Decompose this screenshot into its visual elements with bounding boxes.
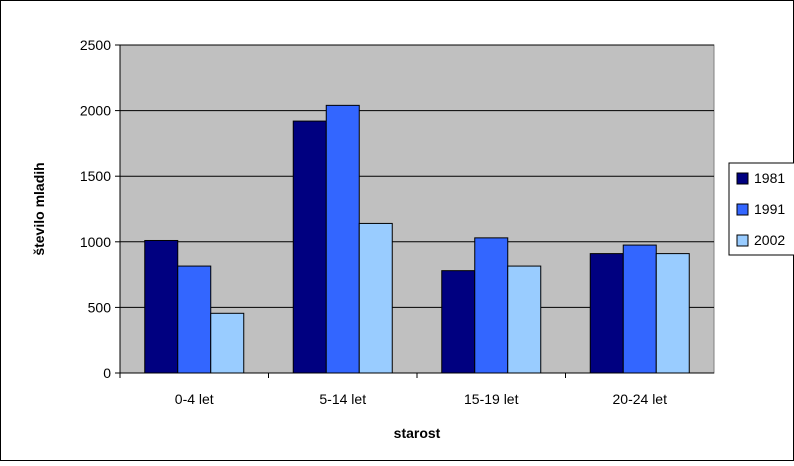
x-ticks: 0-4 let 5-14 let 15-19 let 20-24 let [119, 373, 668, 407]
x-axis-label: starost [394, 425, 441, 441]
bars [144, 104, 690, 374]
bar [325, 104, 360, 374]
bar [589, 253, 624, 374]
bar [144, 239, 179, 374]
legend-label: 2002 [754, 232, 785, 248]
y-tick-label: 2000 [80, 103, 111, 119]
bar [655, 253, 690, 374]
bar [507, 265, 542, 374]
bar [292, 120, 327, 374]
y-tick-label: 1000 [80, 234, 111, 250]
legend: 1981 1991 2002 [728, 162, 794, 256]
legend-swatch [736, 234, 749, 247]
bar [177, 265, 212, 374]
y-axis-label: število mladih [31, 162, 47, 255]
bar [622, 244, 657, 374]
x-tick-label: 20-24 let [613, 391, 668, 407]
y-tick-label: 0 [103, 365, 111, 381]
legend-swatch [736, 172, 749, 185]
x-tick-label: 15-19 let [464, 391, 519, 407]
grid-lines [120, 44, 714, 308]
legend-swatch [736, 203, 749, 216]
y-tick-label: 2500 [80, 37, 111, 53]
y-tick-label: 1500 [80, 168, 111, 184]
bar [358, 222, 393, 374]
bar [210, 312, 245, 374]
x-tick-label: 0-4 let [175, 391, 214, 407]
bar [474, 237, 509, 374]
y-ticks: 0 500 1000 1500 2000 2500 [80, 37, 120, 381]
legend-label: 1991 [754, 201, 785, 217]
bar [441, 270, 476, 374]
x-tick-label: 5-14 let [319, 391, 366, 407]
legend-label: 1981 [754, 170, 785, 186]
y-tick-label: 500 [88, 299, 112, 315]
